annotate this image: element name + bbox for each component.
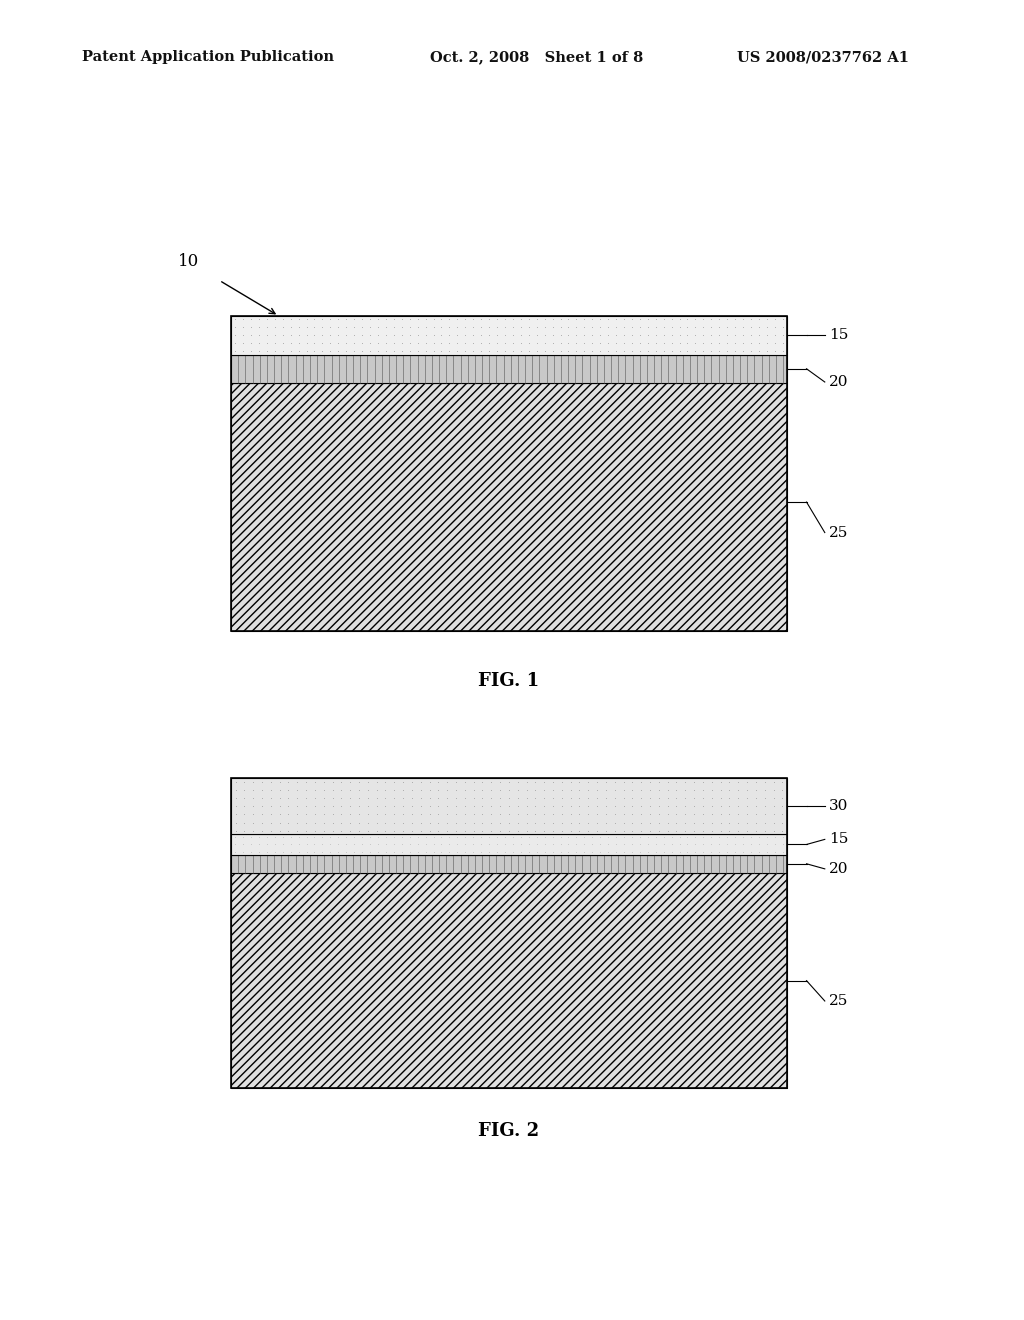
Text: 25: 25 — [828, 525, 848, 540]
Text: 25: 25 — [828, 994, 848, 1008]
Bar — [231, 383, 786, 631]
Bar — [231, 779, 786, 834]
Text: 15: 15 — [828, 329, 848, 342]
Text: FIG. 1: FIG. 1 — [478, 672, 540, 689]
Text: 30: 30 — [828, 800, 848, 813]
Bar — [231, 779, 786, 1089]
Text: FIG. 2: FIG. 2 — [478, 1122, 540, 1140]
Bar — [231, 355, 786, 383]
Text: US 2008/0237762 A1: US 2008/0237762 A1 — [737, 50, 909, 65]
Text: Oct. 2, 2008   Sheet 1 of 8: Oct. 2, 2008 Sheet 1 of 8 — [430, 50, 643, 65]
Bar — [231, 854, 786, 873]
Text: 15: 15 — [828, 833, 848, 846]
Bar — [231, 315, 786, 631]
Bar — [231, 873, 786, 1089]
Text: 10: 10 — [178, 253, 200, 271]
Text: 20: 20 — [828, 375, 848, 389]
Bar — [231, 315, 786, 355]
Text: Patent Application Publication: Patent Application Publication — [82, 50, 334, 65]
Text: 20: 20 — [828, 862, 848, 876]
Bar — [231, 834, 786, 854]
